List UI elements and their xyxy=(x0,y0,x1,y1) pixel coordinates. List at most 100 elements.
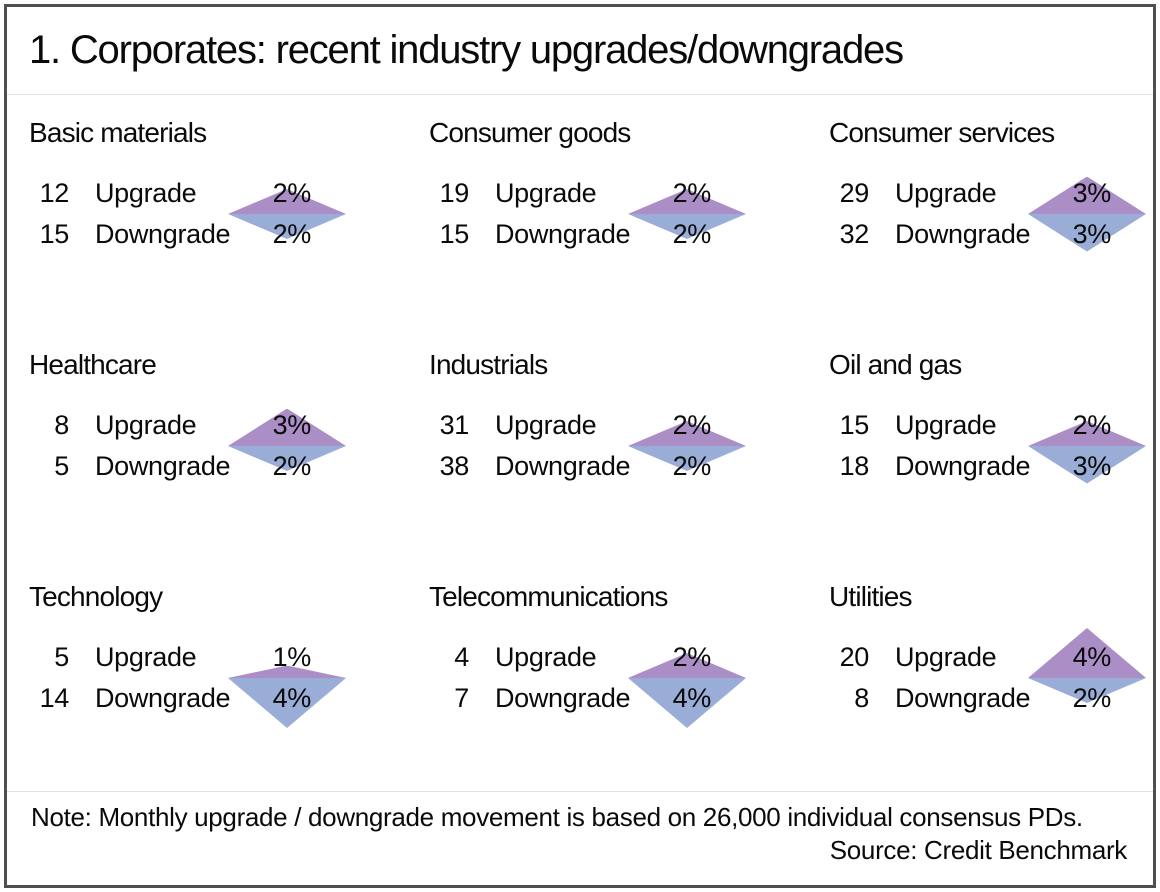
industry-name: Utilities xyxy=(829,581,913,612)
downgrade-count: 38 xyxy=(439,451,470,481)
upgrade-row: 29 Upgrade 3% xyxy=(829,173,1159,214)
upgrade-count: 5 xyxy=(54,642,69,672)
upgrade-row: 5 Upgrade 1% xyxy=(29,637,359,678)
downgrade-row: 7 Downgrade 4% xyxy=(429,678,759,719)
upgrade-label: Upgrade xyxy=(95,410,197,440)
downgrade-label: Downgrade xyxy=(495,451,631,481)
upgrade-row: 12 Upgrade 2% xyxy=(29,173,359,214)
chart-title: 1. Corporates: recent industry upgrades/… xyxy=(29,28,904,72)
section-utilities: Utilities 20 Upgrade 4% 8 Downgrade 2% xyxy=(829,559,1159,791)
upgrade-percent: 3% xyxy=(1072,178,1112,208)
downgrade-row: 18 Downgrade 3% xyxy=(829,446,1159,487)
downgrade-label: Downgrade xyxy=(95,451,231,481)
upgrade-count: 15 xyxy=(839,410,870,440)
upgrade-label: Upgrade xyxy=(895,178,997,208)
upgrade-row: 4 Upgrade 2% xyxy=(429,637,759,678)
industry-name: Industrials xyxy=(429,349,548,380)
downgrade-percent: 3% xyxy=(1072,451,1112,481)
downgrade-count: 15 xyxy=(439,219,470,249)
chart-frame: 1. Corporates: recent industry upgrades/… xyxy=(4,4,1156,888)
upgrade-percent: 2% xyxy=(272,178,312,208)
note-text: Note: Monthly upgrade / downgrade moveme… xyxy=(31,802,1083,832)
upgrade-label: Upgrade xyxy=(895,642,997,672)
downgrade-count: 15 xyxy=(39,219,70,249)
industry-name: Technology xyxy=(29,581,163,612)
source-text: Source: Credit Benchmark xyxy=(829,835,1128,865)
upgrade-count: 8 xyxy=(54,410,69,440)
upgrade-count: 4 xyxy=(454,642,469,672)
upgrade-label: Upgrade xyxy=(495,642,597,672)
downgrade-label: Downgrade xyxy=(495,683,631,713)
industry-grid: Basic materials 12 Upgrade 2% 15 Downgra… xyxy=(7,95,1153,791)
upgrade-row: 20 Upgrade 4% xyxy=(829,637,1159,678)
downgrade-percent: 2% xyxy=(672,219,712,249)
upgrade-percent: 1% xyxy=(272,642,312,672)
section-oil-and-gas: Oil and gas 15 Upgrade 2% 18 Downgrade xyxy=(829,327,1159,559)
industry-name: Basic materials xyxy=(29,117,207,148)
downgrade-percent: 4% xyxy=(672,683,712,713)
downgrade-percent: 2% xyxy=(672,451,712,481)
industry-rows: 8 Upgrade 3% 5 Downgrade 2% xyxy=(29,405,359,487)
section-technology: Technology 5 Upgrade 1% 14 Downgrade 4 xyxy=(29,559,429,791)
upgrade-percent: 4% xyxy=(1072,642,1112,672)
downgrade-count: 5 xyxy=(54,451,69,481)
upgrade-percent: 2% xyxy=(672,178,712,208)
industry-name: Healthcare xyxy=(29,349,157,380)
downgrade-row: 15 Downgrade 2% xyxy=(429,214,759,255)
industry-rows: 29 Upgrade 3% 32 Downgrade 3% xyxy=(829,173,1159,255)
upgrade-label: Upgrade xyxy=(895,410,997,440)
industry-name: Consumer services xyxy=(829,117,1055,148)
updown-diamond xyxy=(1028,405,1146,487)
upgrade-row: 8 Upgrade 3% xyxy=(29,405,359,446)
section-healthcare: Healthcare 8 Upgrade 3% 5 Downgrade 2% xyxy=(29,327,429,559)
industry-rows: 12 Upgrade 2% 15 Downgrade 2% xyxy=(29,173,359,255)
industry-rows: 19 Upgrade 2% 15 Downgrade 2% xyxy=(429,173,759,255)
industry-rows: 4 Upgrade 2% 7 Downgrade 4% xyxy=(429,637,759,728)
upgrade-percent: 2% xyxy=(672,642,712,672)
downgrade-count: 32 xyxy=(839,219,870,249)
downgrade-percent: 4% xyxy=(272,683,312,713)
downgrade-label: Downgrade xyxy=(495,219,631,249)
updown-diamond xyxy=(628,405,746,487)
updown-diamond xyxy=(1028,628,1146,719)
downgrade-row: 14 Downgrade 4% xyxy=(29,678,359,719)
upgrade-percent: 2% xyxy=(1072,410,1112,440)
upgrade-count: 20 xyxy=(839,642,870,672)
downgrade-row: 38 Downgrade 2% xyxy=(429,446,759,487)
upgrade-label: Upgrade xyxy=(95,178,197,208)
downgrade-count: 14 xyxy=(39,683,70,713)
downgrade-count: 8 xyxy=(854,683,869,713)
updown-diamond xyxy=(1028,173,1146,255)
updown-diamond xyxy=(628,173,746,255)
upgrade-count: 12 xyxy=(39,178,70,208)
industry-rows: 15 Upgrade 2% 18 Downgrade 3% xyxy=(829,405,1159,487)
title-block: 1. Corporates: recent industry upgrades/… xyxy=(7,7,1153,95)
industry-name: Telecommunications xyxy=(429,581,668,612)
section-industrials: Industrials 31 Upgrade 2% 38 Downgrade xyxy=(429,327,829,559)
downgrade-percent: 2% xyxy=(1072,683,1112,713)
upgrade-row: 31 Upgrade 2% xyxy=(429,405,759,446)
downgrade-count: 18 xyxy=(839,451,870,481)
industry-name: Oil and gas xyxy=(829,349,962,380)
downgrade-label: Downgrade xyxy=(95,219,231,249)
updown-diamond xyxy=(228,405,346,487)
industry-rows: 20 Upgrade 4% 8 Downgrade 2% xyxy=(829,628,1159,719)
downgrade-row: 32 Downgrade 3% xyxy=(829,214,1159,255)
updown-diamond xyxy=(228,637,346,728)
upgrade-row: 15 Upgrade 2% xyxy=(829,405,1159,446)
downgrade-percent: 3% xyxy=(1072,219,1112,249)
section-consumer-services: Consumer services 29 Upgrade 3% 32 Downg… xyxy=(829,95,1159,327)
industry-rows: 31 Upgrade 2% 38 Downgrade 2% xyxy=(429,405,759,487)
downgrade-label: Downgrade xyxy=(895,219,1031,249)
downgrade-percent: 2% xyxy=(272,451,312,481)
updown-diamond xyxy=(228,173,346,255)
note-block: Note: Monthly upgrade / downgrade moveme… xyxy=(7,791,1153,866)
upgrade-percent: 2% xyxy=(672,410,712,440)
upgrade-label: Upgrade xyxy=(95,642,197,672)
industry-rows: 5 Upgrade 1% 14 Downgrade 4% xyxy=(29,637,359,728)
upgrade-count: 19 xyxy=(439,178,470,208)
section-basic-materials: Basic materials 12 Upgrade 2% 15 Downgra… xyxy=(29,95,429,327)
downgrade-row: 15 Downgrade 2% xyxy=(29,214,359,255)
downgrade-label: Downgrade xyxy=(895,451,1031,481)
